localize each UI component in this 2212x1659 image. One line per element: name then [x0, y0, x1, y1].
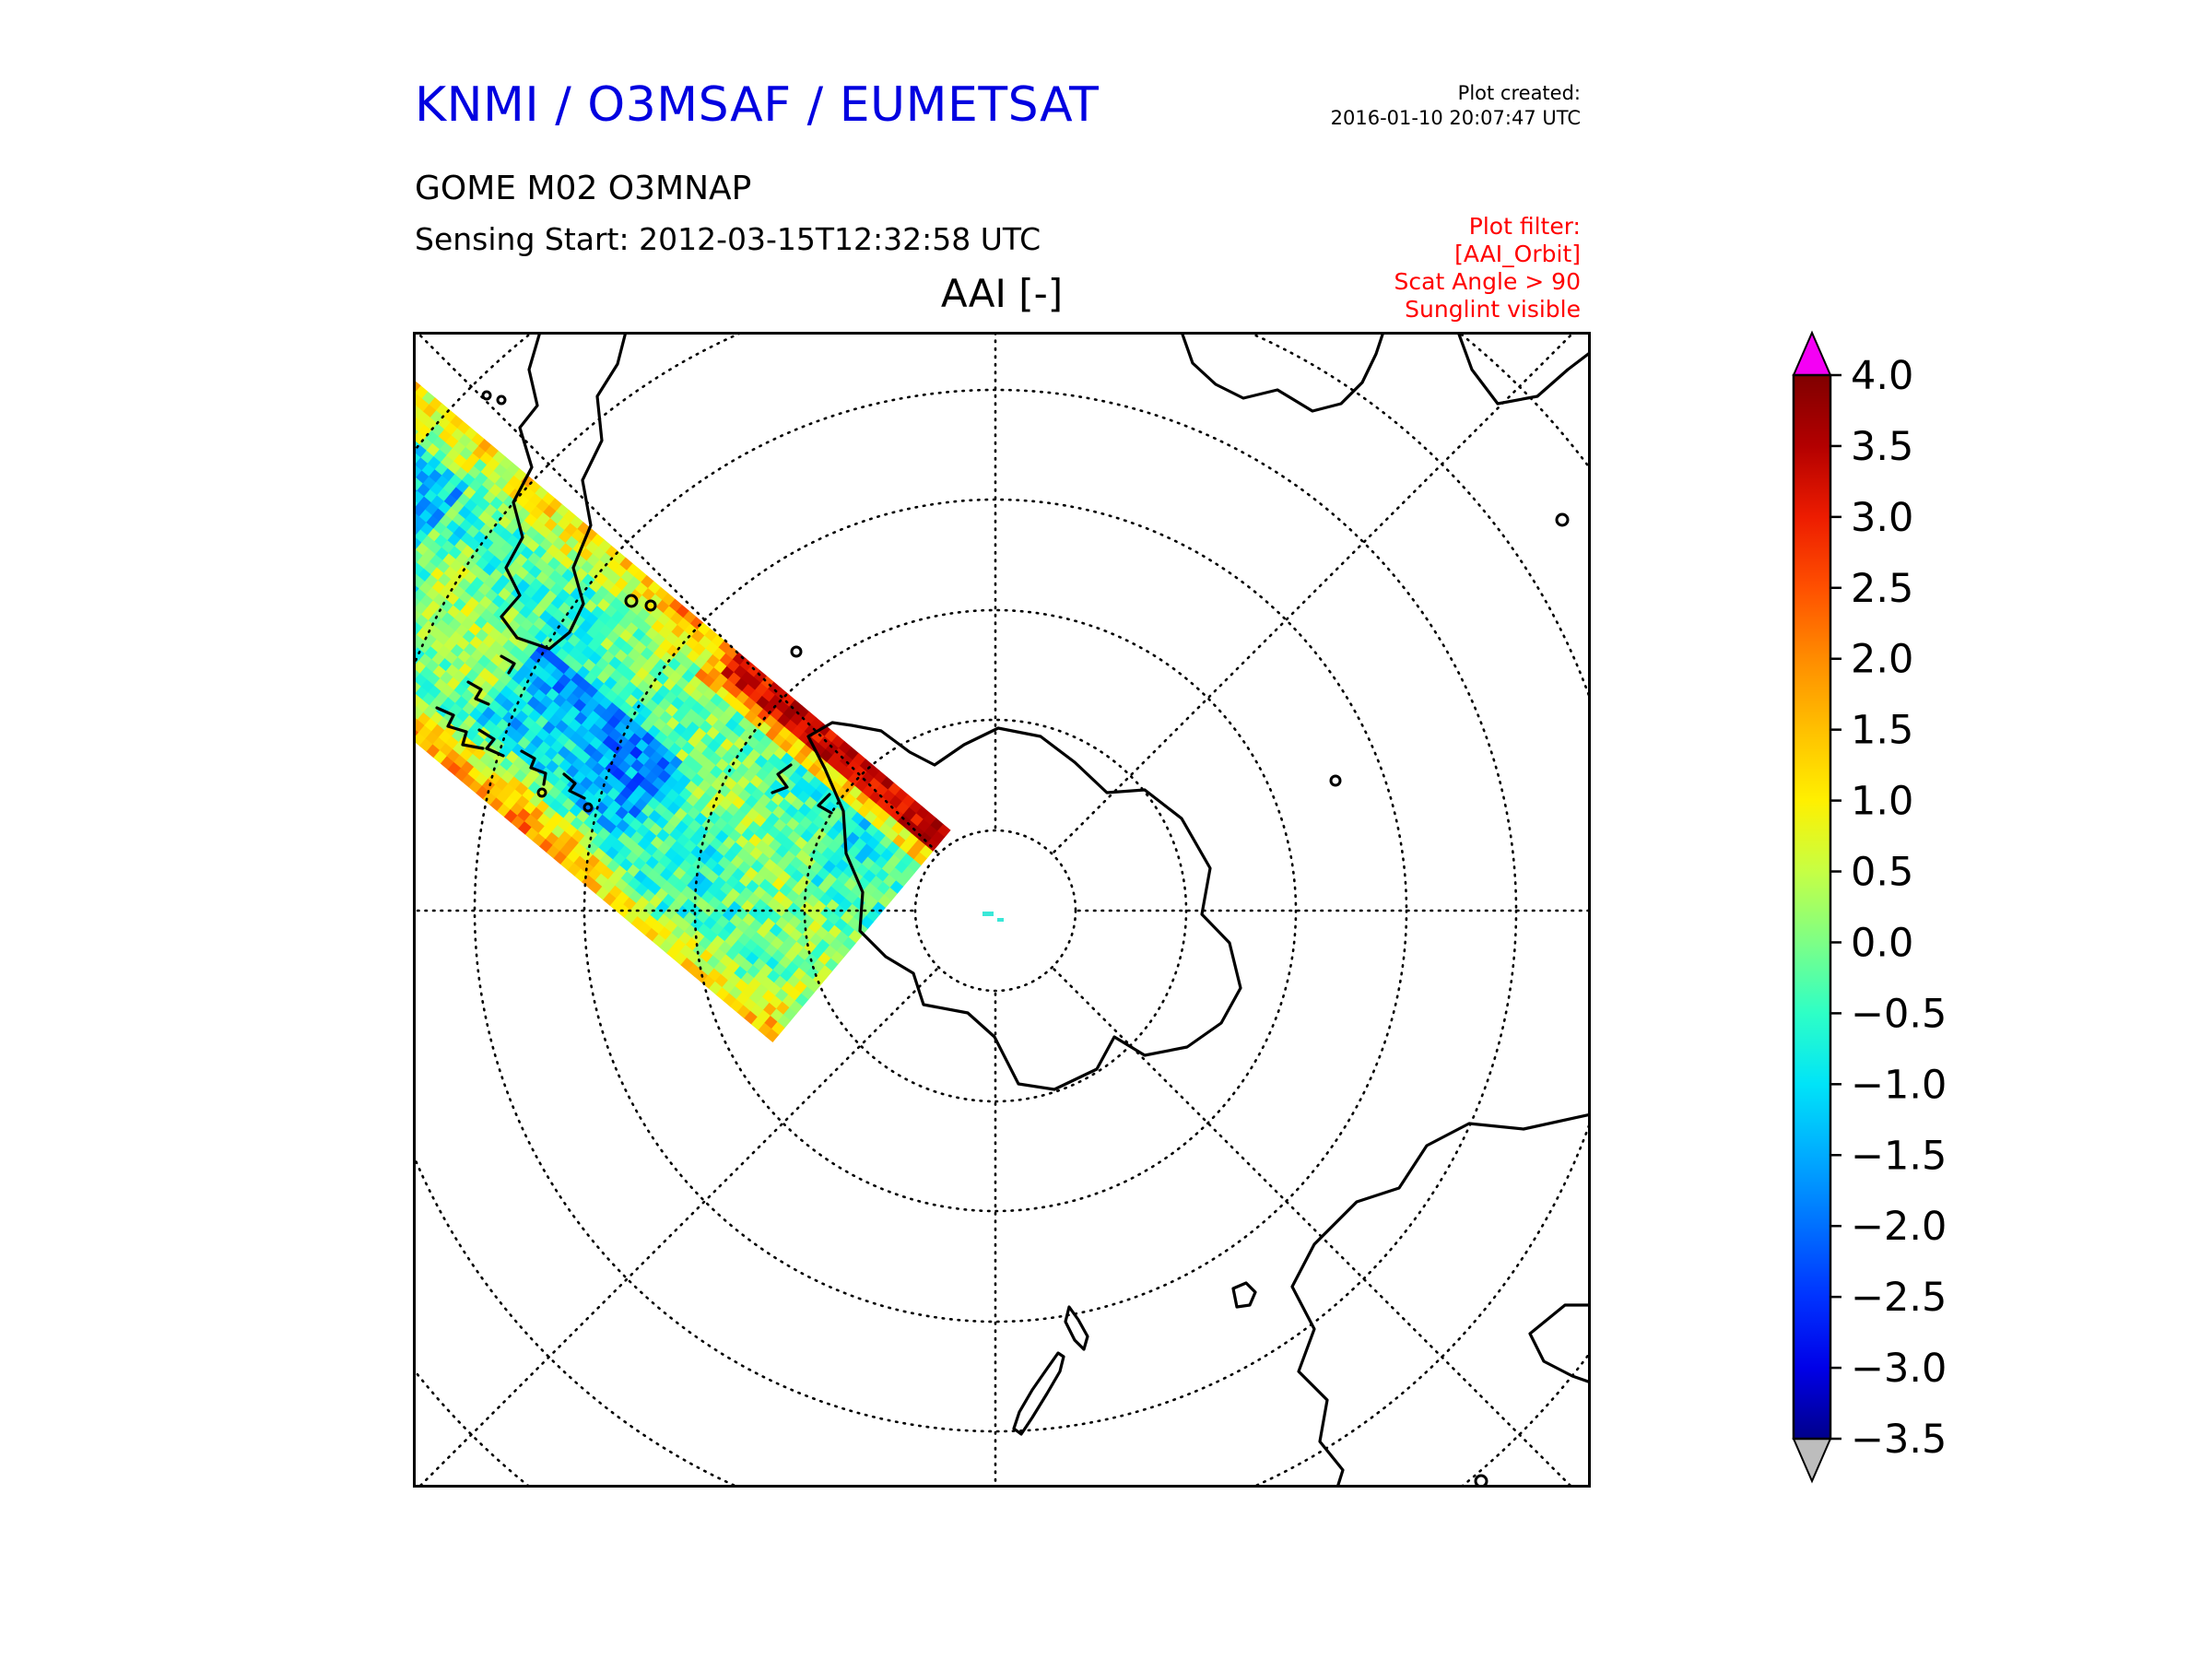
- colorbar-tick-label: 1.0: [1851, 779, 1913, 825]
- colorbar-tick-label: 3.5: [1851, 424, 1913, 470]
- plot-created-value: 2016-01-10 20:07:47 UTC: [1330, 107, 1581, 129]
- plot-filter-line: Sunglint visible: [1405, 296, 1581, 323]
- colorbar-tick-label: 2.0: [1851, 637, 1913, 683]
- colorbar-under-triangle: [1792, 1438, 1832, 1484]
- map-plot: [413, 332, 1591, 1488]
- colorbar-tick-label: −3.5: [1851, 1417, 1947, 1463]
- instrument-title: GOME M02 O3MNAP: [415, 170, 752, 207]
- satellite-swath: [414, 379, 951, 1043]
- colorbar-tick-label: −1.5: [1851, 1133, 1947, 1179]
- colorbar-tick-label: 2.5: [1851, 566, 1913, 612]
- plot-filter-line: Scat Angle > 90: [1394, 268, 1581, 295]
- colorbar-over-triangle: [1792, 330, 1832, 376]
- map-frame: [413, 332, 1591, 1488]
- colorbar-tick-label: 1.5: [1851, 708, 1913, 754]
- pole-data-speck: [982, 912, 994, 916]
- plot-created: Plot created: 2016-01-10 20:07:47 UTC: [1161, 81, 1581, 131]
- sensing-start: Sensing Start: 2012-03-15T12:32:58 UTC: [415, 221, 1041, 257]
- plot-filter-line: [AAI_Orbit]: [1454, 241, 1581, 267]
- colorbar-tick-label: −2.5: [1851, 1275, 1947, 1321]
- map-title: AAI [-]: [940, 271, 1064, 316]
- colorbar-tick-label: −0.5: [1851, 991, 1947, 1037]
- colorbar-tick-label: −1.0: [1851, 1062, 1947, 1108]
- colorbar-tick-label: −2.0: [1851, 1204, 1947, 1250]
- plot-filter-line: Plot filter:: [1468, 213, 1581, 240]
- graticule: [414, 333, 1590, 1487]
- plot-created-label: Plot created:: [1457, 82, 1581, 104]
- colorbar-scale: 4.0 3.5 3.0 2.5 2.0 1.5 1.0 0.5 0.0 −0.5 −1.0 −1.5 −…: [1792, 330, 1947, 1484]
- map-canvas: [413, 332, 1591, 1488]
- colorbar-tick-label: 4.0: [1851, 353, 1913, 399]
- colorbar-tick-label: 0.5: [1851, 850, 1913, 896]
- colorbar: 4.0 3.5 3.0 2.5 2.0 1.5 1.0 0.5 0.0 −0.5 −1.0 −1.5 −…: [1786, 329, 2063, 1518]
- brand-title: KNMI / O3MSAF / EUMETSAT: [415, 77, 1100, 133]
- colorbar-tick-label: 0.0: [1851, 920, 1913, 966]
- colorbar-gradient: [1792, 373, 1832, 1441]
- coastlines: [435, 333, 1590, 1487]
- colorbar-tick-label: 3.0: [1851, 495, 1913, 541]
- colorbar-tick-label: −3.0: [1851, 1346, 1947, 1392]
- plot-filter: Plot filter: [AAI_Orbit] Scat Angle > 90 Su…: [1161, 213, 1581, 324]
